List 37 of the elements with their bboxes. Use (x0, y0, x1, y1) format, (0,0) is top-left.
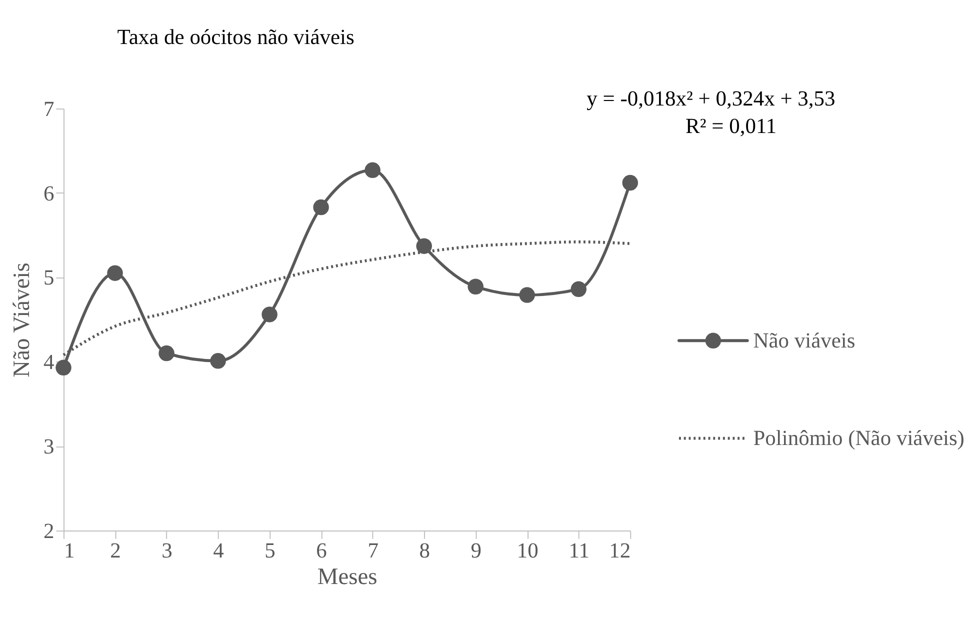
point (262, 306, 278, 322)
point (210, 353, 226, 369)
y-axis-title: Não Viáveis (8, 262, 35, 378)
y-tick-label: 3 (43, 434, 54, 458)
y-tick-label: 2 (43, 518, 54, 543)
annotation: y = -0,018x² + 0,324x + 3,53 (586, 86, 836, 111)
x-tick-label: 6 (316, 538, 328, 562)
point (364, 162, 380, 178)
y-tick-label: 5 (43, 266, 54, 290)
x-tick-label: 4 (213, 538, 224, 562)
point (56, 360, 72, 376)
point (107, 265, 123, 281)
x-axis-title: Meses (317, 564, 378, 590)
x-tick-label: 10 (516, 538, 538, 562)
point (313, 199, 329, 216)
legend-label: Polinômio (Não viáveis) (753, 426, 964, 450)
point (416, 238, 432, 254)
x-tick-label: 5 (264, 538, 276, 562)
x-tick-label: 1 (64, 538, 75, 562)
chart-title: Taxa de oócitos não viáveis (117, 25, 354, 50)
point (158, 345, 174, 362)
point (622, 174, 638, 191)
x-tick-label: 9 (470, 538, 482, 562)
y-tick-label: 7 (43, 96, 54, 121)
x-tick-label: 11 (568, 538, 590, 562)
text: R² = 0,011 (685, 114, 777, 138)
x-tick-label: 2 (110, 538, 121, 562)
point (468, 278, 484, 294)
x-tick-label: 7 (368, 538, 379, 562)
x-tick-label: 12 (609, 538, 631, 562)
x-tick-label: 3 (162, 538, 172, 562)
point (519, 287, 535, 303)
x-tick-label: 8 (419, 538, 430, 562)
y-tick-label: 6 (43, 181, 54, 206)
point (570, 281, 586, 298)
y-tick-label: 4 (43, 350, 54, 374)
legend-label: Não viáveis (753, 328, 856, 352)
